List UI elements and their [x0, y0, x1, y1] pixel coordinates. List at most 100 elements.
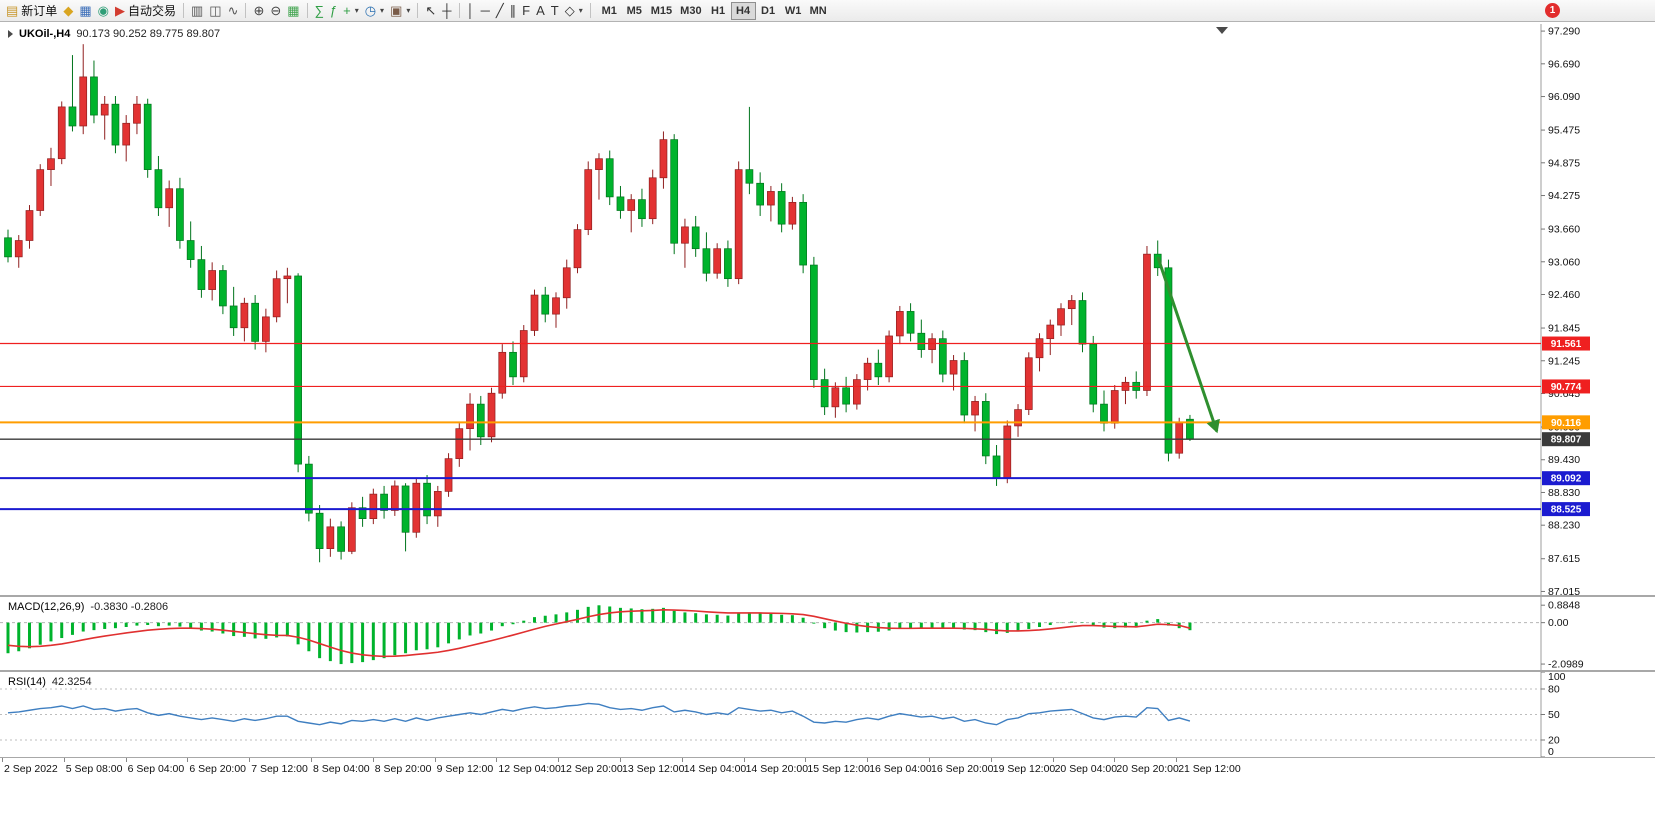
price-axis-label: 87.015 — [1548, 586, 1580, 595]
candle-body — [949, 360, 958, 375]
line-chart-button[interactable]: ∿ — [225, 1, 242, 20]
candle-body — [498, 351, 507, 394]
trendline-button[interactable]: ╱ — [493, 1, 507, 20]
price-axis-label: 93.660 — [1548, 224, 1580, 236]
objects-list-button[interactable]: ƒ — [327, 1, 340, 20]
rsi-value: 42.3254 — [51, 676, 92, 688]
candle-body — [466, 403, 474, 430]
data-window-icon: ◉ — [97, 3, 109, 18]
pane-splitter[interactable] — [0, 670, 1655, 672]
timeframe-m15-button[interactable]: M15 — [647, 2, 676, 20]
horizontal-line-button[interactable]: ─ — [478, 1, 493, 20]
indicators-button[interactable]: ∑ — [312, 1, 327, 20]
text-label-button[interactable]: T — [548, 1, 562, 20]
time-axis-label: 8 Sep 20:00 — [374, 763, 432, 775]
candle-body — [670, 139, 679, 244]
time-axis-tick — [805, 758, 807, 762]
shapes-dropdown[interactable]: ◇ ▾ — [562, 1, 586, 20]
candle-body — [1078, 300, 1087, 345]
cursor-button[interactable]: ↖ — [422, 1, 439, 20]
data-window-button[interactable]: ◉ — [95, 1, 112, 20]
time-axis-tick — [1176, 758, 1178, 762]
macd-axis-label: 0.8848 — [1548, 600, 1580, 612]
candle-body — [369, 493, 378, 519]
candle-body — [562, 267, 571, 299]
candle-body — [423, 482, 431, 517]
timeframe-m5-button[interactable]: M5 — [622, 2, 647, 20]
price-chart[interactable]: 97.290 96.690 96.090 95.475 94.875 94.275 93.6… — [0, 24, 1655, 595]
crosshair-button[interactable]: ┼ — [439, 1, 454, 20]
timeframe-w1-button[interactable]: W1 — [781, 2, 806, 20]
candle-body — [767, 191, 775, 206]
price-axis-label: 88.230 — [1548, 520, 1580, 532]
timeframe-h4-button[interactable]: H4 — [730, 1, 756, 20]
text-label-icon: T — [550, 3, 559, 18]
time-axis-label: 16 Sep 20:00 — [931, 763, 994, 775]
cursor-icon: ↖ — [425, 3, 437, 18]
zoom-out-button[interactable]: ⊖ — [267, 1, 284, 20]
indicators-icon: ∑ — [314, 3, 324, 18]
one-click-trading-toggle-icon[interactable] — [8, 30, 13, 38]
notification-badge[interactable]: 1 — [1545, 3, 1560, 18]
timeframe-d1-button[interactable]: D1 — [756, 2, 781, 20]
time-axis-tick — [434, 758, 436, 762]
time-axis-label: 8 Sep 04:00 — [313, 763, 370, 775]
auto-trading-icon: ▶ — [114, 3, 125, 18]
trend-arrow[interactable] — [1156, 256, 1220, 434]
candle-body — [1175, 422, 1184, 454]
timeframe-m30-button[interactable]: M30 — [676, 2, 705, 20]
equidistant-channel-button[interactable]: ∥ — [507, 1, 520, 20]
new-order-button[interactable]: ▤ 新订单 — [3, 1, 60, 20]
candle-body — [176, 188, 184, 241]
candle-body — [820, 379, 829, 408]
rsi-axis-label: 100 — [1548, 672, 1566, 683]
vertical-line-icon: │ — [466, 3, 475, 18]
candle-body — [702, 248, 711, 274]
macd-axis-label: 0.00 — [1548, 617, 1569, 629]
fibonacci-button[interactable]: F — [519, 1, 533, 20]
auto-trading-button[interactable]: ▶ 自动交易 — [112, 1, 179, 20]
timeframe-m1-button[interactable]: M1 — [597, 2, 622, 20]
candle-body — [326, 526, 335, 549]
templates-dropdown[interactable]: ▣ ▾ — [387, 1, 413, 20]
candle-body — [788, 201, 797, 225]
time-axis-tick — [1052, 758, 1054, 762]
new-order-icon: ▤ — [6, 3, 19, 18]
bar-chart-button[interactable]: ▥ — [188, 1, 206, 20]
candle-body — [122, 122, 131, 146]
dropdown-arrow-icon: ▾ — [354, 6, 359, 15]
pane-splitter[interactable] — [0, 595, 1655, 597]
vertical-line-button[interactable]: │ — [464, 1, 478, 20]
candlestick-chart-button[interactable]: ◫ — [206, 1, 224, 20]
chart-title: UKOil-,H4 90.173 90.252 89.775 89.807 — [8, 28, 220, 40]
macd-pane[interactable]: 0.8848 0.00 -2.0989 — [0, 597, 1655, 670]
equidistant-channel-icon: ∥ — [509, 3, 517, 18]
price-tag-label: 89.807 — [1551, 435, 1582, 446]
zoom-in-button[interactable]: ⊕ — [250, 1, 267, 20]
candle-body — [1057, 308, 1065, 326]
timeframe-mn-button[interactable]: MN — [806, 2, 831, 20]
macd-name: MACD(12,26,9) — [8, 601, 85, 613]
ohlc-values: 90.173 90.252 89.775 89.807 — [76, 28, 221, 40]
timeframe-h1-button[interactable]: H1 — [706, 2, 731, 20]
candle-body — [100, 103, 109, 116]
rsi-name: RSI(14) — [8, 676, 46, 688]
periods-dropdown[interactable]: ◷ ▾ — [362, 1, 387, 20]
tile-windows-button[interactable]: ▦ — [284, 1, 302, 20]
candle-body — [1014, 409, 1022, 427]
add-indicator-dropdown[interactable]: + ▾ — [340, 1, 362, 20]
candle-body — [906, 311, 915, 334]
chart-shift-marker[interactable] — [1216, 27, 1228, 34]
candle-body — [638, 199, 646, 220]
price-axis-label: 91.845 — [1548, 323, 1580, 335]
time-axis-tick — [558, 758, 560, 762]
chart-window-button[interactable]: ◆ — [60, 1, 76, 20]
rsi-line — [7, 702, 1191, 726]
candle-body — [519, 330, 528, 378]
time-axis[interactable]: 2 Sep 2022 5 Sep 08:00 6 Sep 04:00 6 Sep 20… — [0, 758, 1655, 778]
text-button[interactable]: A — [533, 1, 548, 20]
profiles-button[interactable]: ▦ — [76, 1, 94, 20]
candle-body — [842, 387, 850, 405]
